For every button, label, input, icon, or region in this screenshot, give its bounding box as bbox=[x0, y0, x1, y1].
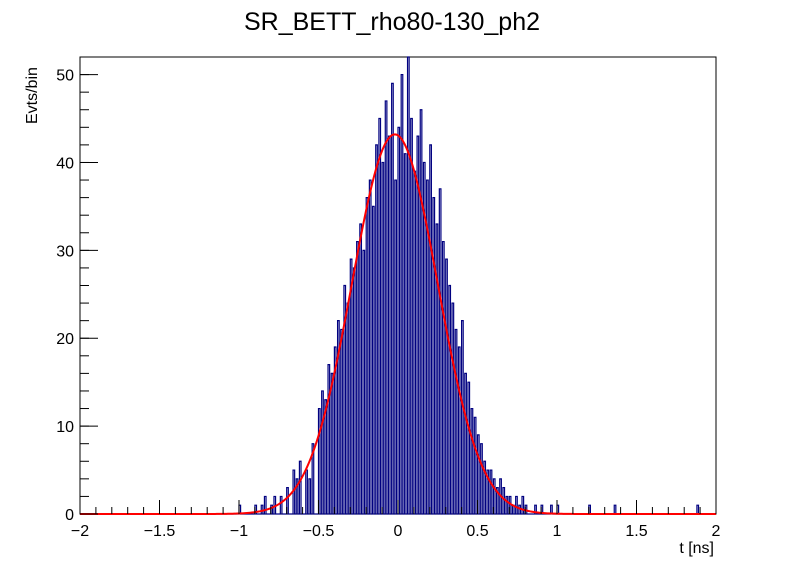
y-axis: 0 10 20 30 40 50 bbox=[56, 56, 98, 524]
chart-title: SR_BETT_rho80-130_ph2 bbox=[244, 8, 540, 36]
x-tick-label: 0.5 bbox=[466, 523, 488, 540]
y-tick-label: 20 bbox=[56, 331, 74, 348]
x-tick-label: −1.5 bbox=[144, 523, 176, 540]
x-tick-label: 1 bbox=[553, 523, 562, 540]
x-tick-label: 2 bbox=[712, 523, 721, 540]
x-tick-label: −2 bbox=[71, 523, 89, 540]
y-tick-label: 30 bbox=[56, 243, 74, 260]
gaussian-fit-curve bbox=[80, 133, 716, 515]
x-tick-label: −0.5 bbox=[303, 523, 335, 540]
x-axis: −2 −1.5 −1 −0.5 0 0.5 1 1.5 2 bbox=[71, 500, 721, 540]
y-tick-label: 0 bbox=[65, 507, 74, 524]
x-tick-label: −1 bbox=[230, 523, 248, 540]
y-tick-label: 40 bbox=[56, 155, 74, 172]
x-tick-label: 1.5 bbox=[625, 523, 647, 540]
y-axis-label: Evts/bin bbox=[24, 67, 41, 124]
y-tick-label: 50 bbox=[56, 68, 74, 85]
x-axis-label: t [ns] bbox=[679, 540, 714, 557]
x-tick-label: 0 bbox=[394, 523, 403, 540]
y-tick-label: 10 bbox=[56, 419, 74, 436]
